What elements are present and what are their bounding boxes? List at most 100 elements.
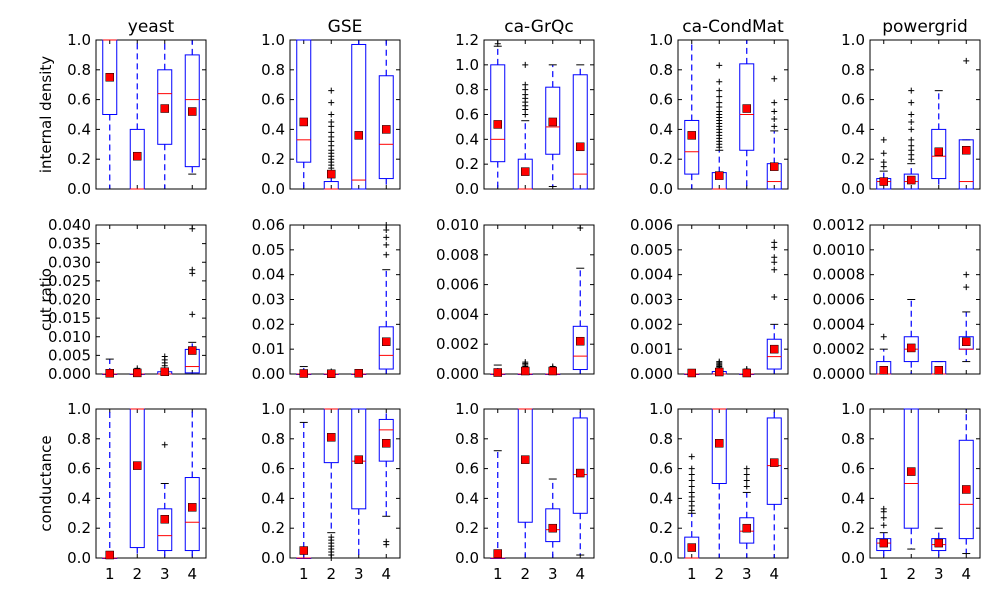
box-2 <box>323 408 339 561</box>
y-tick-label: 0.4 <box>67 489 91 507</box>
y-tick-label: 0.8 <box>841 61 865 79</box>
box-iqr <box>572 74 588 190</box>
axes-frame <box>677 408 789 559</box>
box-iqr <box>739 517 755 544</box>
flier-marker <box>189 266 196 273</box>
mean-marker <box>493 549 502 558</box>
mean-marker <box>879 177 888 186</box>
x-tick-label: 1 <box>299 565 309 583</box>
mean-marker <box>327 369 336 379</box>
flier-marker <box>328 111 335 118</box>
box-iqr <box>572 417 588 514</box>
y-tick-label: 1.0 <box>67 400 91 418</box>
y-tick-label: 1.0 <box>67 31 91 49</box>
y-tick-label: 0.008 <box>436 246 479 264</box>
y-tick-label: 0.005 <box>48 346 91 364</box>
panel-3-1: 0.0 0.2 0.4 0.6 0.8 1.0 1 2 3 4 <box>67 400 207 583</box>
y-tick-label: 0.004 <box>630 266 673 284</box>
mean-marker <box>962 337 971 346</box>
flier-marker <box>771 75 778 82</box>
box-3 <box>351 39 367 190</box>
box-iqr <box>378 75 394 180</box>
mean-marker <box>188 107 197 116</box>
y-tick-label: 0.4 <box>649 489 673 507</box>
box-3 <box>545 363 561 376</box>
y-tick-label: 1.0 <box>455 56 479 74</box>
mean-marker <box>687 368 696 378</box>
box-2 <box>323 87 339 190</box>
box-2 <box>517 359 533 376</box>
box-2 <box>711 358 727 377</box>
flier-marker <box>383 222 390 228</box>
y-tick-label: 0.0000 <box>813 365 866 383</box>
box-4 <box>766 75 782 190</box>
x-tick-label: 3 <box>934 565 944 583</box>
box-1 <box>684 368 700 378</box>
y-tick-label: 0.8 <box>649 61 673 79</box>
column-title: GSE <box>328 17 363 37</box>
y-tick-label: 0.0004 <box>813 315 866 333</box>
box-3 <box>739 39 755 190</box>
box-4 <box>766 408 782 559</box>
mean-marker <box>934 366 943 375</box>
box-1 <box>102 358 118 378</box>
axes-frame <box>289 39 401 190</box>
mean-marker <box>160 367 169 377</box>
axes-frame <box>483 39 595 190</box>
flier-marker <box>688 489 695 496</box>
box-4 <box>572 224 588 375</box>
mean-marker <box>327 169 336 179</box>
mean-marker <box>133 368 142 378</box>
box-3 <box>157 39 173 190</box>
y-tick-label: 0.8 <box>67 430 91 448</box>
flier-marker <box>716 78 723 85</box>
y-tick-label: 0.020 <box>48 291 91 309</box>
box-2 <box>903 408 919 550</box>
panel-1-3: 0.0 0.2 0.4 0.6 0.8 1.0 1.2 ca-GrQc <box>455 17 595 198</box>
box-1 <box>490 40 506 190</box>
mean-marker <box>715 439 724 448</box>
flier-marker <box>908 126 915 133</box>
mean-marker <box>105 73 114 82</box>
box-1 <box>296 39 312 190</box>
flier-marker <box>908 87 915 94</box>
flier-marker <box>328 129 335 136</box>
flier-marker <box>189 311 196 318</box>
box-1 <box>684 39 700 190</box>
column-title: powergrid <box>882 17 968 37</box>
y-tick-label: 0.006 <box>630 216 673 234</box>
y-tick-label: 0.2 <box>261 150 285 168</box>
flier-marker <box>383 538 390 545</box>
box-3 <box>545 64 561 188</box>
box-iqr <box>351 43 367 190</box>
flier-marker <box>716 87 723 94</box>
y-tick-label: 1.0 <box>261 31 285 49</box>
flier-marker <box>716 358 723 365</box>
flier-marker <box>908 142 915 149</box>
flier-marker <box>688 453 695 460</box>
box-3 <box>351 369 367 378</box>
y-tick-label: 0.2 <box>67 519 91 537</box>
box-3 <box>157 441 173 559</box>
y-tick-label: 1.0 <box>841 31 865 49</box>
box-2 <box>323 368 339 379</box>
box-4 <box>378 222 394 375</box>
box-iqr <box>931 128 947 180</box>
box-2 <box>129 365 145 378</box>
y-tick-label: 0.8 <box>67 61 91 79</box>
y-tick-label: 0.6 <box>67 460 91 478</box>
y-tick-label: 0.04 <box>252 266 285 284</box>
x-tick-label: 4 <box>187 565 197 583</box>
box-iqr <box>378 418 394 462</box>
flier-marker <box>880 522 887 529</box>
y-tick-label: 1.0 <box>649 400 673 418</box>
y-tick-label: 0.005 <box>630 241 673 259</box>
y-tick-label: 1.0 <box>455 400 479 418</box>
flier-marker <box>963 271 970 278</box>
y-tick-label: 0.030 <box>48 253 91 271</box>
box-4 <box>572 408 588 556</box>
box-iqr <box>490 64 506 163</box>
mean-marker <box>879 538 888 548</box>
x-tick-label: 1 <box>879 565 889 583</box>
panel-1-1: 0.0 0.2 0.4 0.6 0.8 1.0 yeast <box>67 17 207 198</box>
